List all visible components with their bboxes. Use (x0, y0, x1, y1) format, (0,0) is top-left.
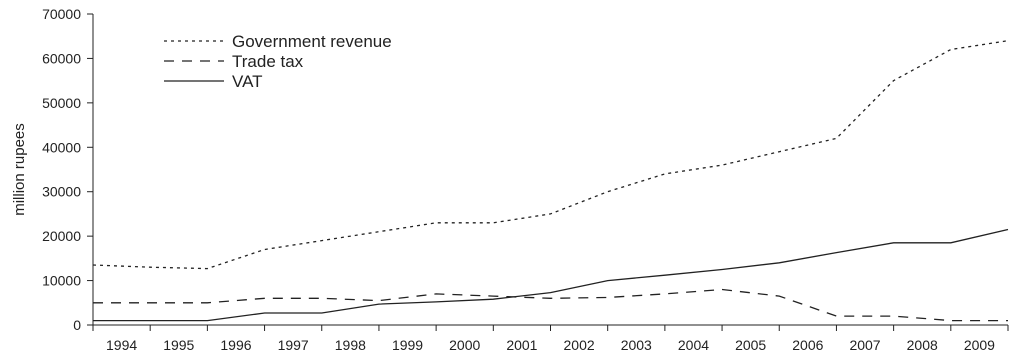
series-lines (92, 40, 1009, 322)
x-tick-label: 2004 (678, 337, 709, 353)
x-axis-ticks: 1994 1995 1996 1997 1998 1999 2000 2001 2002 2003… (92, 325, 1009, 353)
x-tick-label: 2008 (907, 337, 938, 353)
series-line-government-revenue (92, 40, 1009, 270)
x-tick-label: 2007 (849, 337, 880, 353)
y-tick-label: 50000 (42, 95, 81, 111)
x-tick-label: 1994 (106, 337, 137, 353)
y-tick-label: 40000 (42, 139, 81, 155)
x-tick-label: 2001 (506, 337, 537, 353)
y-tick-label: 20000 (42, 228, 81, 244)
series-line-vat (93, 228, 1009, 322)
x-tick-label: 2006 (792, 337, 823, 353)
x-tick-label: 1998 (335, 337, 366, 353)
axes (92, 14, 1008, 326)
legend-label-government-revenue: Government revenue (232, 32, 392, 51)
y-tick-label: 30000 (42, 184, 81, 200)
y-tick-label: 70000 (42, 6, 81, 22)
x-tick-label: 2009 (964, 337, 995, 353)
y-tick-label: 10000 (42, 273, 81, 289)
x-tick-label: 2002 (564, 337, 595, 353)
y-axis-ticks: 0 10000 20000 30000 40000 50000 60000 70000 (42, 6, 93, 333)
legend-label-vat: VAT (232, 72, 263, 91)
x-tick-label: 1995 (163, 337, 194, 353)
y-axis-title: million rupees (11, 123, 28, 216)
x-tick-label: 2000 (449, 337, 480, 353)
x-tick-label: 1999 (392, 337, 423, 353)
series-line-trade-tax (93, 288, 1008, 322)
x-tick-label: 1996 (220, 337, 251, 353)
x-tick-label: 2003 (621, 337, 652, 353)
x-tick-label: 1997 (278, 337, 309, 353)
x-tick-label: 2005 (735, 337, 766, 353)
legend-label-trade-tax: Trade tax (232, 52, 304, 71)
y-tick-label: 0 (73, 317, 81, 333)
y-tick-label: 60000 (42, 50, 81, 66)
